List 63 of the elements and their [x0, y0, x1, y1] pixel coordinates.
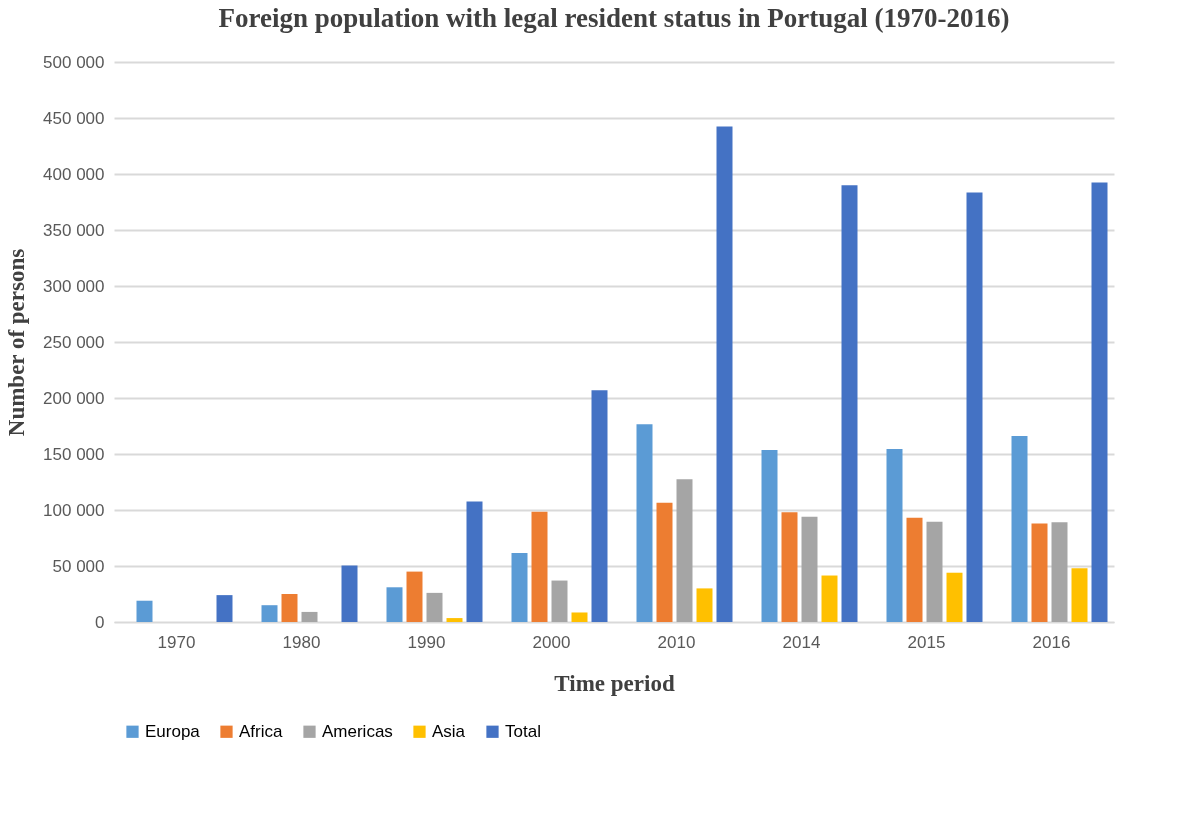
x-tick-label: 2014	[782, 632, 821, 652]
bar	[1031, 523, 1048, 622]
bar	[591, 390, 608, 622]
x-tick-label: 2010	[657, 632, 696, 652]
y-tick-label: 400 000	[43, 164, 105, 184]
bar	[821, 575, 838, 622]
bar	[1011, 436, 1028, 622]
y-axis-title: Number of persons	[4, 248, 30, 437]
bar	[906, 517, 923, 622]
bar	[886, 448, 903, 622]
bar	[696, 588, 713, 622]
bar	[281, 594, 298, 622]
y-tick-label: 50 000	[52, 556, 105, 576]
bar	[571, 612, 588, 622]
bar	[801, 516, 818, 622]
bar	[1071, 568, 1088, 622]
bar	[676, 479, 693, 622]
y-tick-label: 250 000	[43, 332, 105, 352]
y-tick-label: 450 000	[43, 108, 105, 128]
legend-label: Europa	[145, 721, 201, 741]
bar	[406, 571, 423, 622]
bar	[426, 592, 443, 622]
bar	[761, 450, 778, 622]
y-tick-label: 350 000	[43, 220, 105, 240]
bar	[656, 502, 673, 622]
legend-label: Total	[505, 721, 541, 741]
y-tick-label: 150 000	[43, 444, 105, 464]
legend-label: Africa	[239, 721, 283, 741]
x-tick-label: 1970	[157, 632, 196, 652]
bar	[1051, 522, 1068, 622]
bar	[511, 553, 528, 622]
bar	[926, 521, 943, 622]
x-tick-label: 2015	[907, 632, 946, 652]
chart-title: Foreign population with legal resident status in Portugal (1970-2016)	[218, 3, 1010, 33]
bar	[466, 501, 483, 622]
bar	[261, 605, 278, 622]
bar	[136, 600, 153, 622]
y-tick-label: 300 000	[43, 276, 105, 296]
y-tick-label: 200 000	[43, 388, 105, 408]
y-tick-label: 500 000	[43, 52, 105, 72]
bar	[531, 511, 548, 622]
x-axis-title: Time period	[554, 670, 675, 696]
bar	[841, 185, 858, 622]
x-tick-label: 1980	[282, 632, 321, 652]
x-tick-label: 2000	[532, 632, 571, 652]
bar	[551, 580, 568, 622]
bar	[1091, 182, 1108, 622]
bar	[216, 595, 233, 622]
x-tick-label: 1990	[407, 632, 446, 652]
bar	[636, 424, 653, 622]
bar	[716, 126, 733, 622]
y-tick-label: 0	[95, 612, 105, 632]
x-tick-label: 2016	[1032, 632, 1071, 652]
legend-label: Asia	[432, 721, 466, 741]
bar	[301, 611, 318, 622]
bar	[781, 512, 798, 622]
bar	[446, 618, 463, 622]
legend-label: Americas	[322, 721, 393, 741]
bar	[966, 192, 983, 622]
y-tick-label: 100 000	[43, 500, 105, 520]
bar	[946, 572, 963, 622]
bar	[386, 587, 403, 622]
bar	[341, 565, 358, 622]
